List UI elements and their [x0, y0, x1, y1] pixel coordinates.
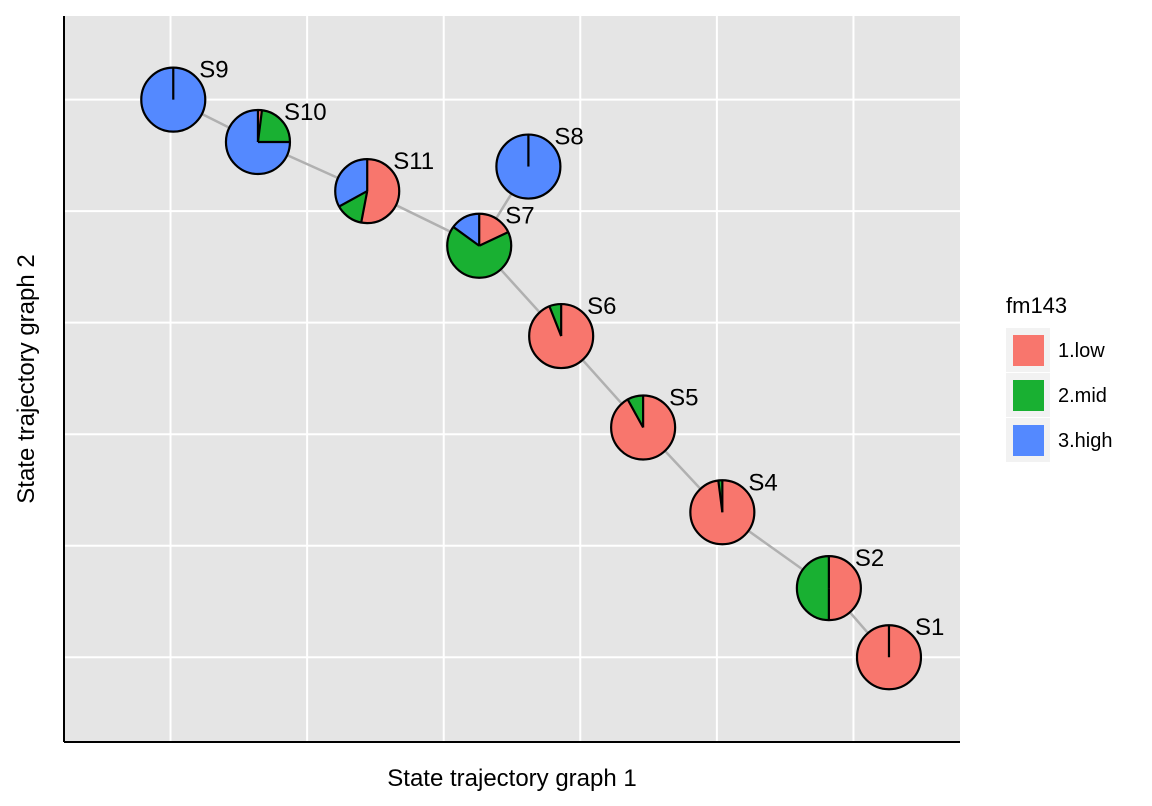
- pie-nodes: [140, 66, 923, 691]
- pie-divider: [717, 480, 724, 513]
- node-label-s6: S6: [587, 293, 616, 320]
- legend-swatch-3: [1013, 425, 1044, 456]
- plot-panel: [64, 16, 960, 742]
- x-axis-label: State trajectory graph 1: [387, 765, 636, 792]
- pie-node-s1: [855, 624, 923, 691]
- pie-divider: [452, 226, 480, 247]
- legend-swatch-1: [1013, 335, 1044, 366]
- node-label-s7: S7: [505, 203, 534, 230]
- node-label-s10: S10: [284, 99, 327, 126]
- pie-node-s11: [334, 157, 401, 225]
- pie-node-s8: [495, 133, 562, 200]
- pie-node-s4: [689, 479, 756, 546]
- legend-title: fm143: [1006, 293, 1067, 318]
- node-labels: S1 S2 S4 S5 S6 S7 S8 S11 S10 S9: [199, 57, 944, 642]
- pie-divider: [338, 190, 368, 208]
- pie-slice-1: [828, 556, 861, 621]
- pie-outline: [140, 66, 207, 133]
- node-label-s5: S5: [669, 385, 698, 412]
- legend-swatch-2: [1013, 380, 1044, 411]
- pie-slice-3: [453, 213, 480, 246]
- pie-outline: [495, 133, 562, 200]
- pie-divider: [256, 110, 264, 143]
- node-label-s9: S9: [199, 57, 228, 84]
- legend-label-1: 1.low: [1058, 340, 1105, 362]
- pie-slice-2: [796, 556, 829, 621]
- pie-outline: [689, 479, 756, 546]
- legend-label-3: 3.high: [1058, 430, 1113, 452]
- grid: [64, 16, 960, 742]
- pie-node-s6: [528, 302, 595, 370]
- pie-outline: [795, 555, 862, 622]
- pie-divider: [360, 190, 369, 223]
- node-label-s1: S1: [915, 614, 944, 641]
- pie-outline: [855, 624, 923, 691]
- pie-node-s9: [140, 66, 207, 133]
- pie-slice-1: [361, 159, 400, 224]
- pie-slice-1: [479, 213, 509, 246]
- pie-slice-2: [447, 226, 512, 278]
- pie-node-s2: [795, 555, 862, 622]
- y-axis-label: State trajectory graph 2: [13, 254, 40, 503]
- pie-node-s5: [610, 394, 677, 461]
- legend: fm143 1.low 2.mid 3.high: [1006, 293, 1113, 462]
- pie-outline: [446, 212, 513, 279]
- pie-node-s7: [446, 212, 513, 279]
- pie-outline: [528, 302, 595, 370]
- pie-outline: [334, 157, 401, 225]
- node-label-s8: S8: [554, 124, 583, 151]
- pie-slice-3: [141, 67, 206, 132]
- node-label-s2: S2: [855, 545, 884, 572]
- node-label-s11: S11: [393, 148, 434, 175]
- pie-outline: [224, 108, 292, 176]
- pie-slice-2: [257, 110, 290, 143]
- pie-divider: [548, 305, 563, 337]
- pie-divider: [478, 231, 509, 247]
- pie-divider: [626, 398, 645, 429]
- pie-node-s10: [224, 108, 292, 176]
- node-label-s4: S4: [748, 469, 777, 496]
- legend-label-2: 2.mid: [1058, 385, 1107, 407]
- pie-outline: [610, 394, 677, 461]
